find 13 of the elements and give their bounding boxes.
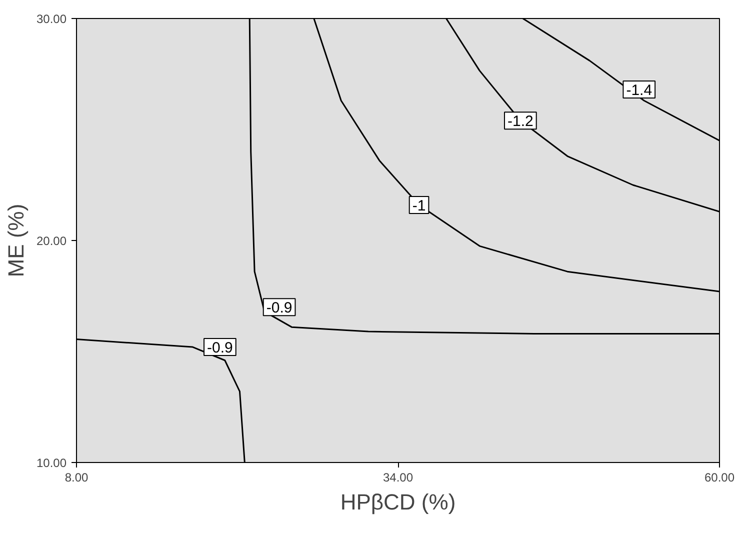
annotation: -1.4 — [626, 82, 652, 100]
x-tick-label: 34.00 — [382, 470, 414, 484]
y-tick-label: 10.00 — [36, 456, 67, 470]
line-series — [76, 338, 246, 462]
x-axis-title: HPβCD (%) — [340, 490, 456, 514]
y-axis-title: ME (%) — [3, 204, 28, 278]
y-tick-label: 30.00 — [36, 12, 67, 26]
annotation: -1 — [412, 197, 426, 214]
annotation: -0.9 — [266, 300, 292, 317]
y-tick-label: 20.00 — [36, 234, 67, 248]
annotation: -0.9 — [207, 340, 233, 357]
x-tick-label: 60.00 — [704, 470, 735, 484]
x-tick-label: 8.00 — [64, 470, 89, 484]
